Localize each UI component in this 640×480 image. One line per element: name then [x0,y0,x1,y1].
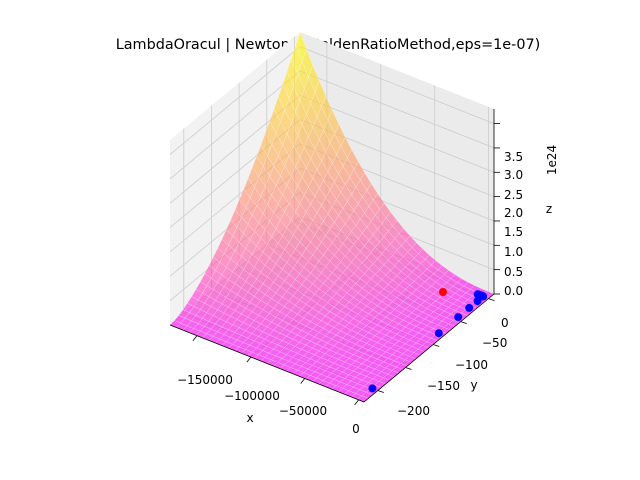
y-tick-label: 0 [501,316,509,330]
y-tick-mark [460,321,467,324]
trajectory-start-point [439,288,447,296]
y-axis-line [363,293,495,403]
y-axis-ticks: 0 −50 −100 −150 −200 [397,316,509,418]
trajectory-point [465,303,474,312]
x-tick-label: −150000 [177,373,233,387]
z-tick-label: 1.5 [504,225,523,239]
x-tick-label: 0 [352,422,360,436]
z-axis-label: z [546,202,552,216]
z-tick-label: 3.5 [504,150,523,164]
z-tick-label: 2.5 [504,188,523,202]
x-tick-mark [354,399,359,406]
x-tick-label: −100000 [224,389,280,403]
trajectory-point [368,384,377,393]
y-tick-mark [405,367,412,370]
trajectory-point [473,297,482,306]
left-pane [170,32,300,325]
x-tick-mark [300,378,306,384]
z-tick-label: 1.0 [504,245,523,259]
y-tick-mark [377,390,384,393]
trajectory-point [454,313,463,322]
y-tick-label: −100 [455,358,488,372]
y-tick-mark [488,298,495,301]
z-tick-label: 2.0 [504,206,523,220]
y-axis-label: y [470,378,477,392]
y-tick-label: −50 [482,336,507,350]
z-tick-label: 3.0 [504,168,523,182]
z-tick-label: 0.5 [504,265,523,279]
x-axis-label: x [246,411,253,425]
z-tick-label: 0.0 [504,284,523,298]
axis-lines [169,109,500,406]
surface-patch [295,31,307,63]
y-tick-label: −200 [397,404,430,418]
x-axis-line [169,324,365,403]
x-tick-label: −50000 [279,404,327,418]
surface-plot [169,31,495,403]
z-axis-ticks: 0.0 0.5 1.0 1.5 2.0 2.5 3.0 3.5 [504,150,523,298]
trajectory-point [479,292,488,301]
y-tick-label: −150 [427,379,460,393]
x-tick-mark [192,335,198,341]
z-offset-label: 1e24 [545,145,559,175]
y-tick-mark [433,344,440,347]
x-axis-ticks: −150000 −100000 −50000 0 [177,373,360,436]
trajectory-points [368,288,488,393]
x-tick-mark [246,356,252,363]
trajectory-point [434,329,443,338]
